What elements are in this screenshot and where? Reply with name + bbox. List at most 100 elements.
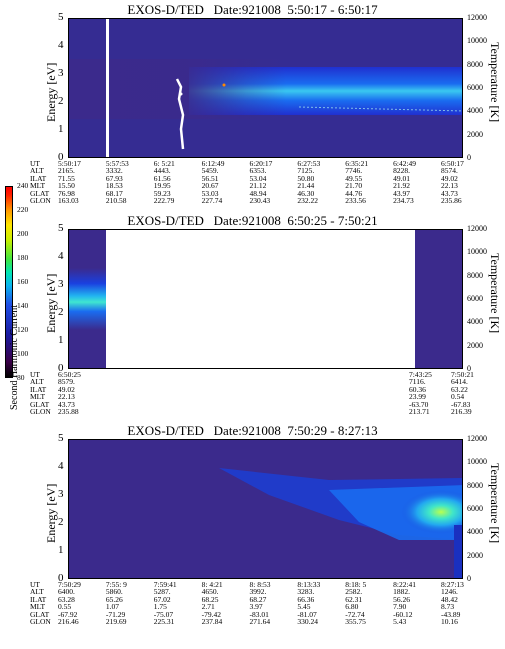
orbit-value: 49.02 <box>58 384 75 394</box>
orbit-value: 230.43 <box>249 196 271 205</box>
orbit-value: 210.58 <box>105 196 127 205</box>
orbit-value: -75.07 <box>153 609 174 619</box>
orbit-value: 8:18: 5 <box>345 580 367 589</box>
orbit-value: 20.67 <box>201 181 219 191</box>
orbit-value: 222.79 <box>153 196 175 205</box>
orbit-value: 49.01 <box>393 173 410 183</box>
energy-tick: 5 <box>58 432 64 444</box>
orbit-value: 5:50:17 <box>58 159 81 168</box>
temperature-tick: 8000 <box>467 480 483 490</box>
orbit-value: 216.46 <box>58 617 79 626</box>
orbit-value: 63.22 <box>451 384 468 394</box>
orbit-value: 43.73 <box>441 188 458 198</box>
orbit-value: 7:55: 9 <box>105 580 127 589</box>
orbit-value: 5.45 <box>297 602 311 612</box>
energy-tick: 4 <box>58 39 64 51</box>
temperature-tick: 6000 <box>467 83 483 92</box>
orbit-value: 3992. <box>249 587 267 597</box>
orbit-value: 23.99 <box>409 392 426 402</box>
orbit-value: 5860. <box>105 587 123 597</box>
energy-axis-label: Energy [eV] <box>44 483 58 543</box>
orbit-value: 8:13:33 <box>297 580 321 589</box>
orbit-value: 219.69 <box>105 617 127 626</box>
orbit-value: 67.93 <box>105 173 123 183</box>
energy-tick: 1 <box>58 544 64 556</box>
temperature-tick: 6000 <box>467 504 483 513</box>
orbit-value: 7125. <box>297 166 315 176</box>
orbit-value: 76.98 <box>58 188 75 198</box>
orbit-value: 235.86 <box>441 196 462 205</box>
colorbar-tick: 80 <box>17 373 25 382</box>
orbit-row-label: ALT <box>30 166 44 176</box>
energy-tick: 2 <box>58 516 64 528</box>
orbit-value: 18.53 <box>105 181 123 191</box>
orbit-value: 21.44 <box>297 181 315 191</box>
orbit-value: 0.55 <box>58 602 72 612</box>
orbit-row-label: MLT <box>30 392 46 402</box>
orbit-value: 21.70 <box>345 181 363 191</box>
orbit-value: -71.29 <box>105 609 126 619</box>
orbit-value: 10.16 <box>441 617 458 626</box>
orbit-value: 216.39 <box>451 407 472 416</box>
orbit-value: 19.95 <box>153 181 171 191</box>
orbit-row-label: GLON <box>30 617 51 626</box>
orbit-value: 6:20:17 <box>249 159 273 168</box>
panel1-title: EXOS-D/TED Date:921008 5:50:17 - 6:50:17 <box>127 2 378 17</box>
orbit-value: -79.42 <box>201 609 221 619</box>
orbit-value: 7:50:29 <box>58 580 81 589</box>
orbit-row-label: ILAT <box>30 173 47 183</box>
orbit-value: -60.12 <box>393 609 413 619</box>
orbit-value: 6:50:17 <box>441 159 464 168</box>
energy-tick: 3 <box>58 278 64 290</box>
temperature-tick: 4000 <box>467 527 483 537</box>
orbit-value: 213.71 <box>409 407 430 416</box>
temperature-tick: 0 <box>467 364 471 373</box>
orbit-value: 8228. <box>393 166 410 176</box>
orbit-row-label: UT <box>30 370 40 379</box>
orbit-value: 59.23 <box>153 188 171 198</box>
orbit-value: 1882. <box>393 587 410 597</box>
orbit-value: 46.30 <box>297 188 315 198</box>
colorbar <box>5 186 13 378</box>
colorbar-tick: 100 <box>17 349 29 358</box>
orbit-row-label: GLAT <box>30 188 50 198</box>
orbit-value: 53.04 <box>249 173 267 183</box>
temperature-axis-label: Temperature [K] <box>488 42 502 123</box>
energy-tick: 4 <box>58 250 64 262</box>
orbit-value: 225.31 <box>153 617 175 626</box>
temperature-tick: 0 <box>467 153 471 162</box>
panel3-spectrogram <box>68 439 463 579</box>
orbit-value: 355.75 <box>345 617 366 626</box>
energy-tick: 0 <box>58 572 64 584</box>
orbit-value: 4650. <box>201 587 219 597</box>
orbit-value: 330.24 <box>297 617 318 626</box>
orbit-row-label: MLT <box>30 602 46 612</box>
energy-tick: 3 <box>58 67 64 79</box>
orbit-value: 60.36 <box>409 384 426 394</box>
orbit-value: 271.64 <box>249 617 271 626</box>
orbit-value: 49.55 <box>345 173 363 183</box>
orbit-row-label: ALT <box>30 587 44 597</box>
panel1-spectrogram <box>68 18 463 158</box>
temperature-tick: 10000 <box>467 457 487 467</box>
orbit-row-label: MLT <box>30 181 46 191</box>
energy-tick: 0 <box>58 362 64 374</box>
orbit-value: 62.31 <box>345 594 363 604</box>
orbit-value: 8: 8:53 <box>249 580 271 589</box>
temperature-tick: 2000 <box>467 340 483 350</box>
energy-axis-label: Energy [eV] <box>44 273 58 333</box>
temperature-tick: 10000 <box>467 36 487 46</box>
orbit-value: 235.88 <box>58 407 79 416</box>
orbit-row-label: GLON <box>30 196 51 205</box>
temperature-tick: 2000 <box>467 550 483 560</box>
orbit-value: 6.80 <box>345 602 359 612</box>
orbit-value: 61.56 <box>153 173 171 183</box>
temperature-tick: 12000 <box>467 13 487 22</box>
energy-tick: 4 <box>58 460 64 472</box>
colorbar-tick: 220 <box>17 205 29 214</box>
temperature-tick: 0 <box>467 574 471 583</box>
temperature-tick: 12000 <box>467 434 487 443</box>
orbit-value: 5.43 <box>393 617 407 626</box>
orbit-value: 1.75 <box>153 602 167 612</box>
orbit-value: 7746. <box>345 166 363 176</box>
